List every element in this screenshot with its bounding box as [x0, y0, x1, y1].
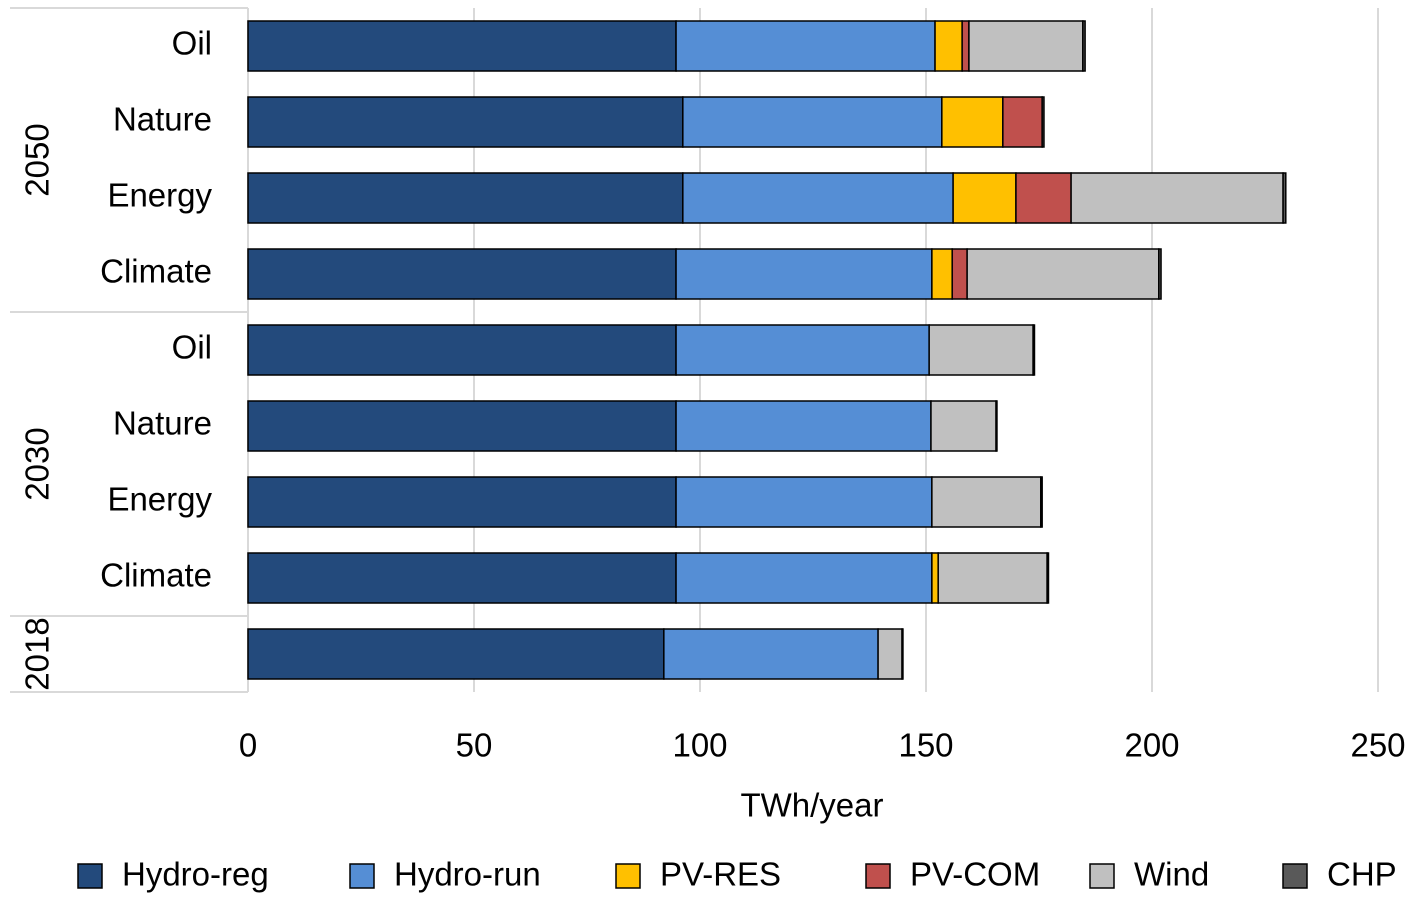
- y-tick-label: Oil: [172, 25, 212, 62]
- legend-item: Hydro-run: [349, 856, 541, 893]
- bar-segment: [968, 20, 1084, 72]
- bar-segment: [675, 324, 930, 376]
- x-tick-label: 200: [1124, 727, 1179, 764]
- group-label: 2050: [19, 123, 56, 196]
- bar-segment: [1002, 96, 1043, 148]
- bar-segment: [1158, 248, 1162, 300]
- x-tick-label: 100: [672, 727, 727, 764]
- bar-segment: [247, 20, 677, 72]
- bar-segment: [247, 476, 677, 528]
- bar-segment: [247, 628, 665, 680]
- bar-segment: [931, 552, 939, 604]
- group-label: 2018: [19, 617, 56, 690]
- bar-segment: [682, 172, 954, 224]
- y-tick-label: Oil: [172, 329, 212, 366]
- legend-swatch: [1089, 863, 1115, 889]
- bar-segment: [1070, 172, 1284, 224]
- legend-swatch: [1282, 863, 1308, 889]
- y-tick-label: Climate: [100, 253, 212, 290]
- legend-item: Hydro-reg: [77, 856, 269, 893]
- legend-label: Hydro-run: [394, 856, 541, 893]
- bar-segment: [675, 20, 936, 72]
- bar-segment: [877, 628, 903, 680]
- bar-segment: [1040, 476, 1043, 528]
- bar-segment: [1282, 172, 1287, 224]
- bar-segment: [951, 248, 968, 300]
- legend-label: PV-RES: [660, 856, 781, 893]
- legend-label: Wind: [1134, 856, 1209, 893]
- legend-item: Wind: [1089, 856, 1209, 893]
- bar-segment: [931, 248, 953, 300]
- bar-segment: [1046, 552, 1050, 604]
- x-tick-label: 50: [456, 727, 493, 764]
- bar-segment: [675, 400, 932, 452]
- bar-segment: [1041, 96, 1045, 148]
- x-tick-label: 250: [1350, 727, 1405, 764]
- bar-segment: [1015, 172, 1072, 224]
- legend-label: CHP: [1327, 856, 1397, 893]
- x-tick-label: 0: [239, 727, 257, 764]
- group-label: 2030: [19, 427, 56, 500]
- bar-segment: [675, 248, 933, 300]
- bar-segment: [682, 96, 943, 148]
- bar-segment: [247, 248, 677, 300]
- y-tick-label: Climate: [100, 557, 212, 594]
- legend-swatch: [865, 863, 891, 889]
- bar-segment: [941, 96, 1004, 148]
- bar-segment: [675, 552, 933, 604]
- y-tick-label: Energy: [107, 481, 212, 518]
- legend-swatch: [77, 863, 103, 889]
- bar-segment: [247, 96, 684, 148]
- bar-segment: [1032, 324, 1036, 376]
- bar-segment: [952, 172, 1017, 224]
- bar-segment: [937, 552, 1048, 604]
- bar-segment: [995, 400, 998, 452]
- bar-segment: [966, 248, 1160, 300]
- legend-label: PV-COM: [910, 856, 1040, 893]
- y-tick-label: Energy: [107, 177, 212, 214]
- bar-segment: [901, 628, 904, 680]
- bar-segment: [247, 324, 677, 376]
- legend-swatch: [615, 863, 641, 889]
- y-tick-label: Nature: [113, 405, 212, 442]
- legend-item: PV-COM: [865, 856, 1040, 893]
- legend-swatch: [349, 863, 375, 889]
- y-tick-label: Nature: [113, 101, 212, 138]
- bar-segment: [247, 172, 684, 224]
- bar-segment: [663, 628, 879, 680]
- x-axis-title: TWh/year: [740, 787, 883, 824]
- bar-segment: [1082, 20, 1086, 72]
- legend-item: CHP: [1282, 856, 1397, 893]
- bar-segment: [675, 476, 933, 528]
- bar-segment: [928, 324, 1034, 376]
- bar-segment: [247, 552, 677, 604]
- bar-segment: [930, 400, 997, 452]
- legend-item: PV-RES: [615, 856, 781, 893]
- legend-label: Hydro-reg: [122, 856, 269, 893]
- bar-segment: [961, 20, 970, 72]
- x-tick-label: 150: [898, 727, 953, 764]
- bar-segment: [247, 400, 677, 452]
- bar-segment: [934, 20, 963, 72]
- bar-segment: [931, 476, 1042, 528]
